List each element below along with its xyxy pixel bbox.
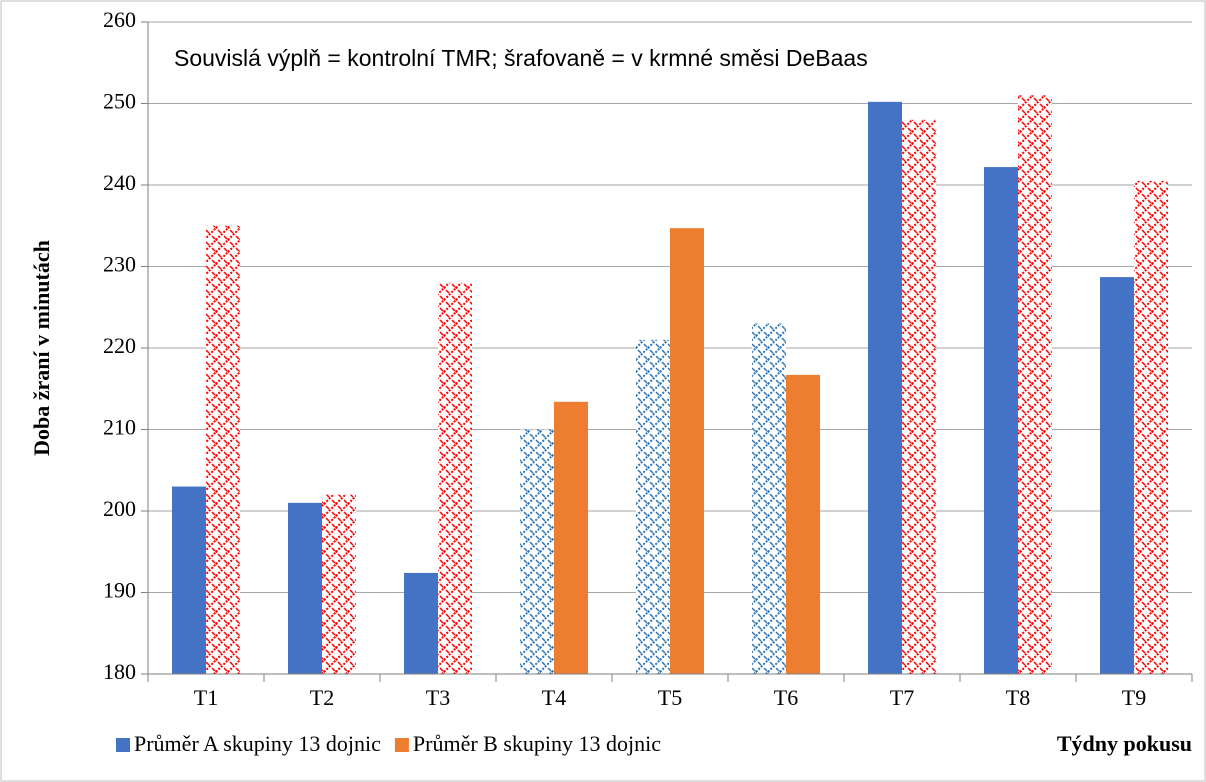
bar: [438, 282, 472, 674]
bar: [404, 572, 438, 674]
x-tick-label: T1: [194, 685, 218, 710]
bar: [554, 401, 588, 674]
legend-label: Průměr A skupiny 13 dojnic: [134, 731, 381, 756]
bar: [1134, 180, 1168, 675]
bar: [206, 225, 240, 674]
bar: [902, 119, 936, 675]
bar: [786, 374, 820, 674]
legend-label: Průměr B skupiny 13 dojnic: [413, 731, 661, 756]
x-tick-label: T3: [426, 685, 450, 710]
x-tick-label: T4: [542, 685, 566, 710]
x-tick-label: T7: [890, 685, 914, 710]
y-tick-label: 190: [103, 578, 136, 603]
legend-swatch: [116, 738, 130, 752]
bar: [288, 502, 322, 674]
bar: [752, 323, 786, 674]
bar: [172, 486, 206, 674]
y-tick-label: 180: [103, 659, 136, 684]
x-tick-label: T5: [658, 685, 682, 710]
bar: [322, 494, 356, 674]
y-tick-label: 230: [103, 252, 136, 277]
y-tick-label: 210: [103, 415, 136, 440]
bar: [636, 339, 670, 674]
bar: [868, 101, 902, 675]
y-tick-label: 250: [103, 89, 136, 114]
y-tick-label: 260: [103, 7, 136, 32]
x-tick-label: T8: [1006, 685, 1030, 710]
bar: [520, 429, 554, 674]
legend-swatch: [394, 738, 409, 752]
bar: [984, 167, 1018, 674]
y-tick-label: 200: [103, 496, 136, 521]
x-tick-label: T9: [1122, 685, 1146, 710]
y-tick-label: 240: [103, 170, 136, 195]
bar: [670, 228, 704, 674]
bar: [1100, 277, 1134, 674]
x-tick-label: T6: [774, 685, 798, 710]
x-tick-label: T2: [310, 685, 334, 710]
y-axis-label: Doba žraní v minutách: [29, 240, 54, 456]
bar: [1018, 95, 1052, 675]
annotation: Souvislá výplň = kontrolní TMR; šrafovan…: [174, 45, 868, 71]
y-tick-label: 220: [103, 333, 136, 358]
x-axis-label: Týdny pokusu: [1057, 731, 1192, 756]
